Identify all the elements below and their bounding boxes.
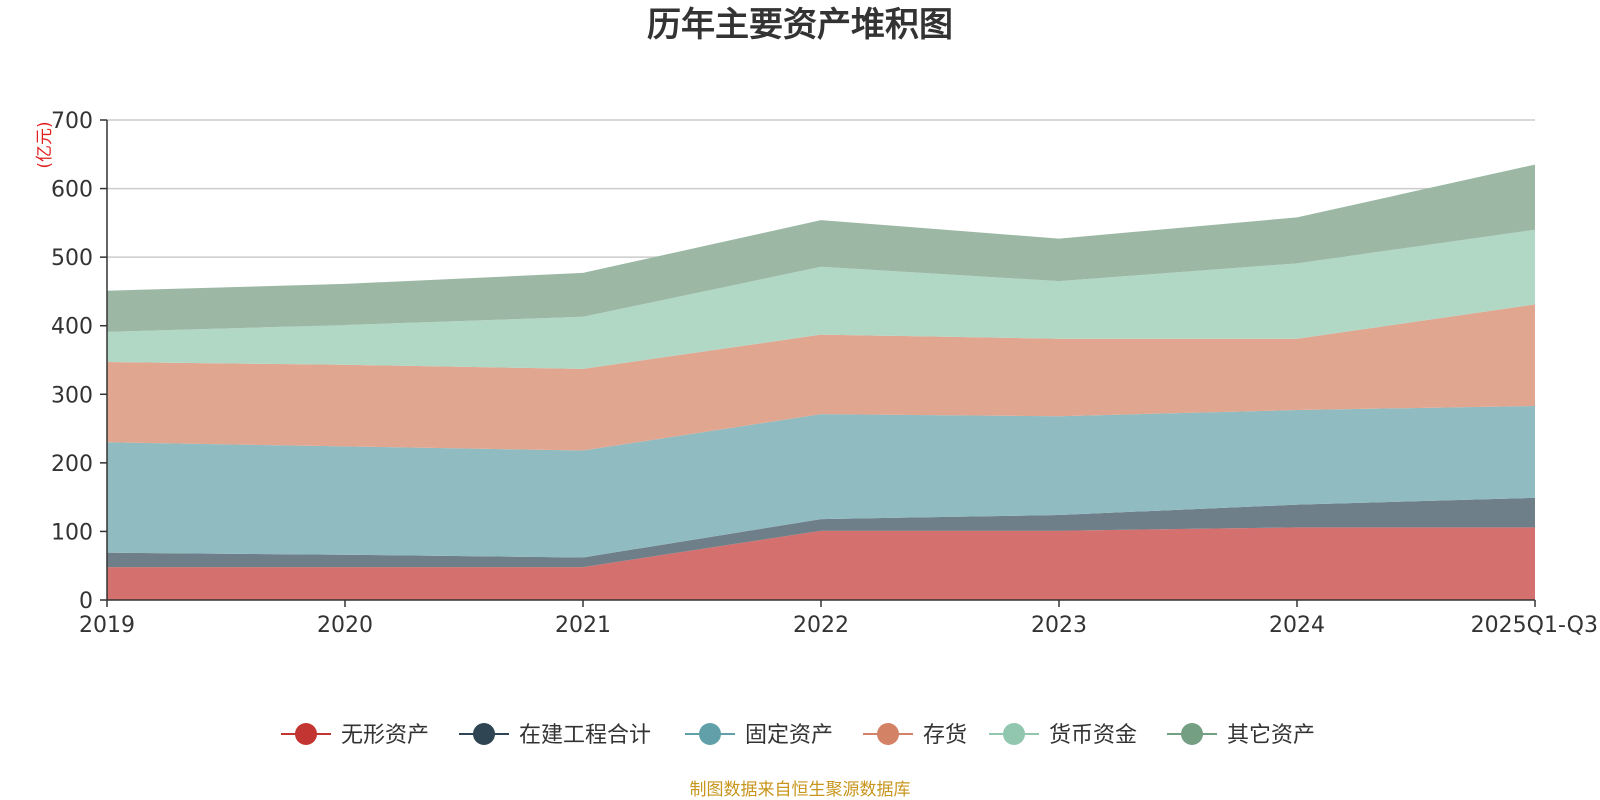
y-tick-label: 0 (79, 589, 93, 614)
legend: 无形资产 在建工程合计 固定资产 存货 货币资金 其它资产 (281, 723, 1315, 748)
axes: 0 100 200 300 400 500 600 700 2019 2020 2021 2022 20… (51, 109, 1598, 638)
y-axis-unit-label: (亿元) (35, 121, 55, 168)
legend-label: 其它资产 (1227, 723, 1315, 748)
area-series-2 (107, 405, 1535, 558)
y-tick-label: 600 (51, 178, 93, 203)
area-series (107, 164, 1535, 600)
area-series-3 (107, 304, 1535, 451)
y-tick-label: 500 (51, 246, 93, 271)
legend-marker (877, 723, 899, 745)
legend-label: 无形资产 (341, 723, 429, 748)
x-tick-label: 2024 (1269, 613, 1325, 638)
legend-marker (1003, 723, 1025, 745)
legend-label: 在建工程合计 (519, 723, 651, 748)
data-source-note: 制图数据来自恒生聚源数据库 (690, 780, 911, 800)
y-tick-label: 200 (51, 452, 93, 477)
x-tick-label: 2023 (1031, 613, 1087, 638)
legend-label: 固定资产 (745, 723, 833, 748)
legend-item-0[interactable]: 无形资产 (281, 723, 429, 748)
area-series-1 (107, 497, 1535, 568)
x-tick-label: 2022 (793, 613, 849, 638)
legend-item-1[interactable]: 在建工程合计 (459, 723, 651, 748)
legend-label: 货币资金 (1049, 723, 1137, 748)
legend-marker (1181, 723, 1203, 745)
legend-item-5[interactable]: 其它资产 (1167, 723, 1315, 748)
x-tick-label: 2020 (317, 613, 373, 638)
legend-marker (473, 723, 495, 745)
y-tick-label: 700 (51, 109, 93, 134)
chart-title: 历年主要资产堆积图 (647, 5, 953, 45)
legend-label: 存货 (923, 723, 967, 748)
legend-marker (295, 723, 317, 745)
legend-item-4[interactable]: 货币资金 (989, 723, 1137, 748)
y-tick-label: 300 (51, 383, 93, 408)
legend-item-2[interactable]: 固定资产 (685, 723, 833, 748)
x-tick-label: 2021 (555, 613, 611, 638)
area-series-5 (107, 164, 1535, 332)
legend-item-3[interactable]: 存货 (863, 723, 967, 748)
x-tick-label: 2019 (79, 613, 135, 638)
legend-marker (699, 723, 721, 745)
y-tick-label: 400 (51, 315, 93, 340)
y-tick-label: 100 (51, 520, 93, 545)
area-series-4 (107, 229, 1535, 369)
x-tick-label: 2025Q1-Q3 (1471, 613, 1598, 638)
area-series-0 (107, 527, 1535, 600)
